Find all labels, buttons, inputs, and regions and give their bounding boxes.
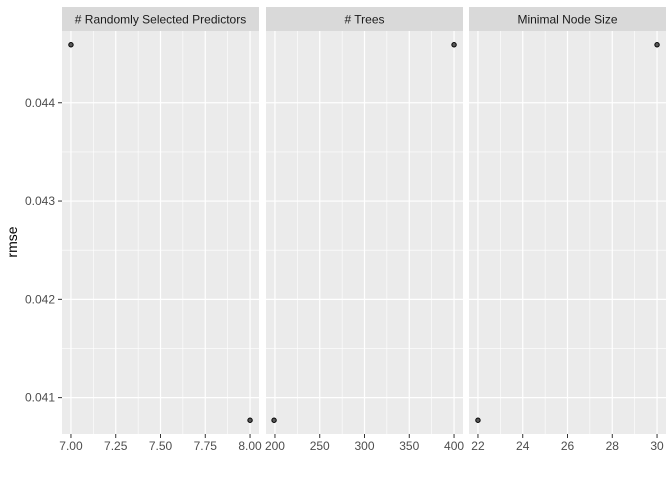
- facet-panel-3: Minimal Node Size 22 24 26 28 30: [469, 7, 666, 453]
- plot-area: 0.041 0.042 0.043 0.044 # Randomly Selected …: [25, 7, 666, 453]
- y-tick-label: 0.044: [25, 96, 55, 110]
- y-tick-label: 0.042: [25, 292, 55, 306]
- data-point: [475, 417, 481, 423]
- x-tick-label: 350: [399, 439, 419, 453]
- x-tick-label: 28: [606, 439, 620, 453]
- facet-strip-label: # Trees: [344, 13, 384, 27]
- facet-strip: [469, 7, 666, 31]
- facet-panel-1: # Randomly Selected Predictors 7.00 7.25 7.…: [59, 7, 262, 453]
- x-tick-label: 200: [265, 439, 285, 453]
- facet-strip-label: Minimal Node Size: [517, 13, 617, 27]
- data-point: [68, 42, 74, 48]
- x-tick-label: 8.00: [238, 439, 262, 453]
- x-tick-label: 24: [516, 439, 530, 453]
- facet-panel-2: # Trees 200 250 300 350 400: [265, 7, 464, 453]
- x-tick-label: 30: [650, 439, 664, 453]
- x-tick-label: 22: [471, 439, 485, 453]
- data-point: [654, 42, 660, 48]
- y-tick-label: 0.041: [25, 391, 55, 405]
- x-tick-label: 300: [354, 439, 374, 453]
- x-tick-label: 250: [310, 439, 330, 453]
- x-tick-label: 7.25: [104, 439, 128, 453]
- x-tick-label: 7.50: [149, 439, 173, 453]
- data-point: [451, 42, 457, 48]
- y-tick-label: 0.043: [25, 194, 55, 208]
- x-tick-label: 7.00: [59, 439, 83, 453]
- x-tick-label: 7.75: [194, 439, 218, 453]
- data-point: [271, 417, 277, 423]
- x-tick-label: 26: [561, 439, 575, 453]
- facet-strip: [266, 7, 463, 31]
- facet-strip-label: # Randomly Selected Predictors: [75, 13, 246, 27]
- x-tick-label: 400: [444, 439, 464, 453]
- y-axis-title: rmse: [4, 226, 20, 257]
- facet-strip: [62, 7, 259, 31]
- data-point: [247, 417, 253, 423]
